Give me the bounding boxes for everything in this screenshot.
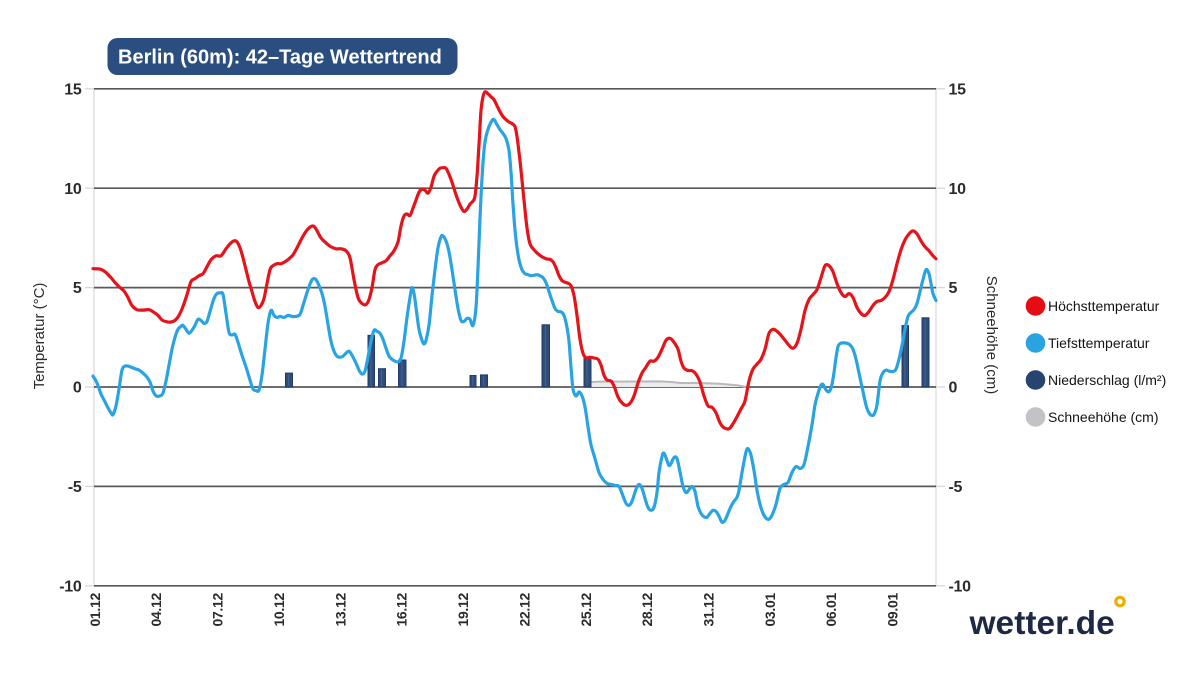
- svg-text:10.12: 10.12: [271, 592, 287, 626]
- svg-text:5: 5: [949, 280, 958, 297]
- svg-text:0: 0: [949, 380, 958, 397]
- svg-text:Berlin (60m): 42–Tage Wettertr: Berlin (60m): 42–Tage Wettertrend: [118, 47, 442, 69]
- svg-text:10: 10: [949, 181, 967, 198]
- svg-text:06.01: 06.01: [823, 592, 839, 626]
- svg-text:Niederschlag (l/m²): Niederschlag (l/m²): [1048, 372, 1166, 388]
- svg-text:-10: -10: [59, 578, 82, 595]
- svg-text:Temperatur (°C): Temperatur (°C): [31, 283, 48, 390]
- svg-text:10: 10: [64, 181, 82, 198]
- svg-text:Schneehöhe (cm): Schneehöhe (cm): [983, 276, 1000, 394]
- svg-text:Höchsttemperatur: Höchsttemperatur: [1048, 298, 1160, 314]
- svg-text:Schneehöhe (cm): Schneehöhe (cm): [1048, 409, 1159, 425]
- svg-text:09.01: 09.01: [885, 592, 901, 626]
- svg-text:5: 5: [73, 280, 82, 297]
- svg-text:22.12: 22.12: [516, 592, 532, 626]
- svg-text:-5: -5: [68, 479, 82, 496]
- svg-text:-10: -10: [949, 578, 972, 595]
- svg-text:28.12: 28.12: [639, 592, 655, 626]
- svg-text:0: 0: [73, 380, 82, 397]
- svg-text:-5: -5: [949, 479, 963, 496]
- svg-text:wetter.de: wetter.de: [969, 605, 1115, 642]
- svg-text:25.12: 25.12: [578, 592, 594, 626]
- svg-text:03.01: 03.01: [762, 592, 778, 626]
- svg-text:31.12: 31.12: [701, 592, 717, 626]
- svg-text:19.12: 19.12: [455, 592, 471, 626]
- svg-text:13.12: 13.12: [332, 592, 348, 626]
- svg-text:Tiefsttemperatur: Tiefsttemperatur: [1048, 335, 1150, 351]
- svg-text:01.12: 01.12: [87, 592, 103, 626]
- svg-text:16.12: 16.12: [394, 592, 410, 626]
- svg-text:15: 15: [64, 81, 82, 98]
- svg-text:04.12: 04.12: [148, 592, 164, 626]
- svg-text:07.12: 07.12: [210, 592, 226, 626]
- svg-text:15: 15: [949, 81, 967, 98]
